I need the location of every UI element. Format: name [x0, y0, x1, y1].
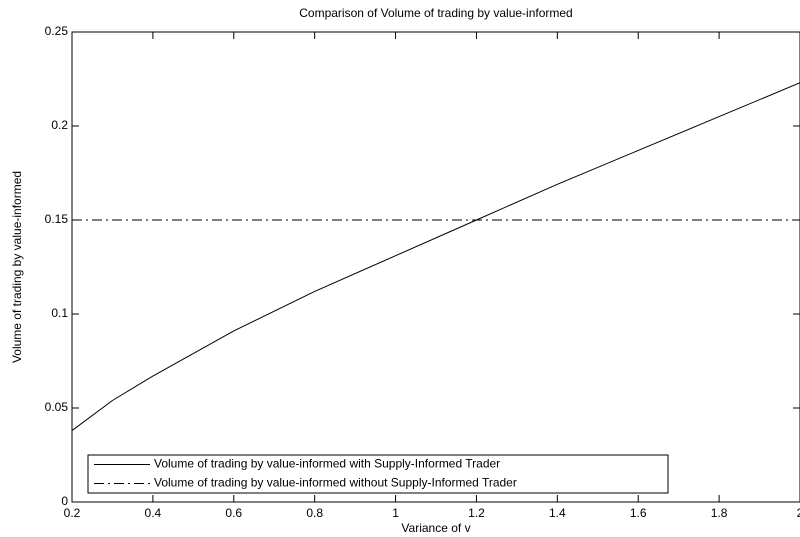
- x-tick-label: 0.6: [225, 506, 242, 520]
- x-tick-label: 1.4: [549, 506, 566, 520]
- y-tick-label: 0: [61, 494, 68, 508]
- chart-title: Comparison of Volume of trading by value…: [299, 6, 572, 20]
- x-tick-label: 2: [797, 506, 800, 520]
- data-line: [71, 82, 800, 431]
- y-axis-label: Volume of trading by value-informed: [10, 171, 24, 363]
- x-tick-label: 1.6: [630, 506, 647, 520]
- y-tick-label: 0.15: [45, 212, 69, 226]
- x-tick-label: 0.2: [64, 506, 81, 520]
- x-tick-label: 1.2: [468, 506, 485, 520]
- legend-label: Volume of trading by value-informed with…: [154, 457, 500, 471]
- y-tick-label: 0.2: [51, 118, 68, 132]
- legend-label: Volume of trading by value-informed with…: [154, 476, 517, 490]
- x-tick-label: 1.8: [711, 506, 728, 520]
- plot-frame: [71, 31, 800, 503]
- y-tick-label: 0.05: [45, 400, 69, 414]
- x-tick-label: 1: [392, 506, 399, 520]
- y-tick-label: 0.1: [51, 306, 68, 320]
- x-tick-label: 0.4: [145, 506, 162, 520]
- x-tick-label: 0.8: [306, 506, 323, 520]
- x-axis-label: Variance of v: [401, 521, 470, 535]
- legend-box: [87, 454, 669, 494]
- y-tick-label: 0.25: [45, 24, 69, 38]
